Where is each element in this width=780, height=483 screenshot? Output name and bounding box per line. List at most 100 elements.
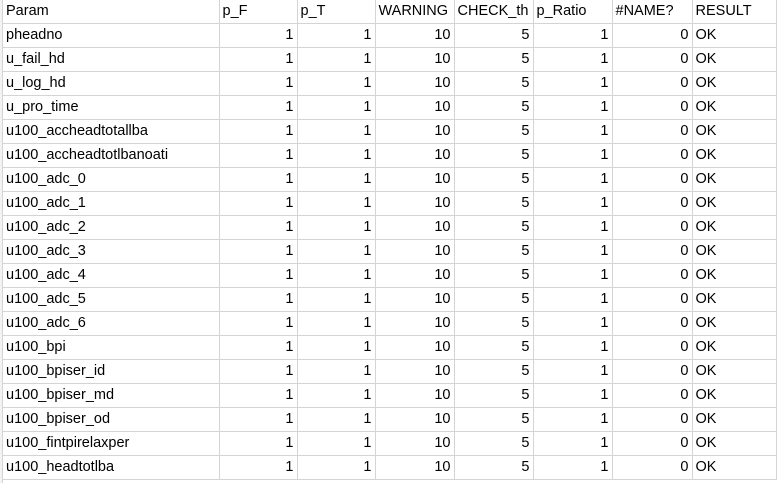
cell-warning[interactable]: 10	[375, 167, 455, 192]
cell-p-t[interactable]: 1	[297, 239, 376, 264]
cell-param[interactable]: u100_fintpirelaxper	[3, 431, 220, 456]
cell-result[interactable]: OK	[692, 431, 777, 456]
cell-p-ratio[interactable]: 1	[533, 119, 613, 144]
cell-p-t[interactable]: 1	[297, 383, 376, 408]
header-cell-result[interactable]: RESULT	[692, 0, 777, 24]
cell-name-error[interactable]: 0	[612, 191, 693, 216]
cell-p-f[interactable]: 1	[219, 143, 298, 168]
cell-param[interactable]: u100_headtotlba	[3, 455, 220, 480]
cell-param[interactable]: u100_adc_0	[3, 167, 220, 192]
cell-result[interactable]: OK	[692, 287, 777, 312]
cell-warning[interactable]: 10	[375, 359, 455, 384]
cell-p-t[interactable]: 1	[297, 311, 376, 336]
cell-warning[interactable]: 10	[375, 455, 455, 480]
header-cell-p-ratio[interactable]: p_Ratio	[533, 0, 613, 24]
cell-warning[interactable]: 10	[375, 287, 455, 312]
cell-p-f[interactable]: 1	[219, 191, 298, 216]
cell-name-error[interactable]: 0	[612, 359, 693, 384]
cell-check-th[interactable]: 5	[454, 119, 534, 144]
cell-p-t[interactable]: 1	[297, 47, 376, 72]
cell-name-error[interactable]: 0	[612, 23, 693, 48]
header-cell-param[interactable]: Param	[3, 0, 220, 24]
cell-warning[interactable]: 10	[375, 215, 455, 240]
cell-p-f[interactable]: 1	[219, 359, 298, 384]
cell-result[interactable]: OK	[692, 47, 777, 72]
cell-name-error[interactable]: 0	[612, 71, 693, 96]
header-cell-p-f[interactable]: p_F	[219, 0, 298, 24]
cell-result[interactable]: OK	[692, 239, 777, 264]
cell-result[interactable]: OK	[692, 383, 777, 408]
cell-p-t[interactable]: 1	[297, 119, 376, 144]
cell-param[interactable]: u_fail_hd	[3, 47, 220, 72]
cell-name-error[interactable]: 0	[612, 263, 693, 288]
cell-result[interactable]: OK	[692, 455, 777, 480]
cell-p-t[interactable]: 1	[297, 23, 376, 48]
cell-name-error[interactable]: 0	[612, 143, 693, 168]
cell-p-t[interactable]: 1	[297, 191, 376, 216]
cell-check-th[interactable]: 5	[454, 383, 534, 408]
cell-check-th[interactable]: 5	[454, 263, 534, 288]
cell-p-ratio[interactable]: 1	[533, 335, 613, 360]
cell-param[interactable]: u100_bpiser_md	[3, 383, 220, 408]
cell-check-th[interactable]: 5	[454, 95, 534, 120]
cell-p-f[interactable]: 1	[219, 23, 298, 48]
cell-name-error[interactable]: 0	[612, 47, 693, 72]
cell-p-ratio[interactable]: 1	[533, 239, 613, 264]
cell-p-f[interactable]: 1	[219, 215, 298, 240]
cell-result[interactable]: OK	[692, 143, 777, 168]
cell-param[interactable]: u100_bpiser_od	[3, 407, 220, 432]
cell-param[interactable]: u100_adc_5	[3, 287, 220, 312]
cell-p-t[interactable]: 1	[297, 407, 376, 432]
cell-param[interactable]: u100_adc_4	[3, 263, 220, 288]
cell-p-f[interactable]: 1	[219, 119, 298, 144]
cell-p-t[interactable]: 1	[297, 359, 376, 384]
cell-check-th[interactable]: 5	[454, 407, 534, 432]
cell-param[interactable]: u100_accheadtotlbanoati	[3, 143, 220, 168]
cell-warning[interactable]: 10	[375, 71, 455, 96]
cell-p-f[interactable]: 1	[219, 287, 298, 312]
cell-result[interactable]: OK	[692, 191, 777, 216]
cell-p-t[interactable]: 1	[297, 287, 376, 312]
cell-name-error[interactable]: 0	[612, 407, 693, 432]
cell-p-f[interactable]: 1	[219, 311, 298, 336]
cell-param[interactable]: u100_accheadtotallba	[3, 119, 220, 144]
cell-name-error[interactable]: 0	[612, 239, 693, 264]
cell-result[interactable]: OK	[692, 215, 777, 240]
cell-warning[interactable]: 10	[375, 263, 455, 288]
cell-check-th[interactable]: 5	[454, 311, 534, 336]
cell-p-ratio[interactable]: 1	[533, 47, 613, 72]
cell-warning[interactable]: 10	[375, 239, 455, 264]
cell-warning[interactable]: 10	[375, 95, 455, 120]
cell-check-th[interactable]: 5	[454, 71, 534, 96]
cell-p-ratio[interactable]: 1	[533, 407, 613, 432]
cell-check-th[interactable]: 5	[454, 167, 534, 192]
cell-check-th[interactable]: 5	[454, 47, 534, 72]
cell-p-ratio[interactable]: 1	[533, 23, 613, 48]
cell-param[interactable]: u_log_hd	[3, 71, 220, 96]
cell-p-t[interactable]: 1	[297, 263, 376, 288]
cell-name-error[interactable]: 0	[612, 335, 693, 360]
cell-p-f[interactable]: 1	[219, 71, 298, 96]
cell-warning[interactable]: 10	[375, 311, 455, 336]
cell-warning[interactable]: 10	[375, 47, 455, 72]
cell-p-f[interactable]: 1	[219, 95, 298, 120]
cell-p-f[interactable]: 1	[219, 431, 298, 456]
cell-p-ratio[interactable]: 1	[533, 191, 613, 216]
cell-check-th[interactable]: 5	[454, 23, 534, 48]
cell-p-ratio[interactable]: 1	[533, 263, 613, 288]
cell-p-ratio[interactable]: 1	[533, 359, 613, 384]
cell-p-t[interactable]: 1	[297, 455, 376, 480]
cell-p-ratio[interactable]: 1	[533, 215, 613, 240]
cell-check-th[interactable]: 5	[454, 215, 534, 240]
cell-warning[interactable]: 10	[375, 407, 455, 432]
cell-name-error[interactable]: 0	[612, 215, 693, 240]
cell-check-th[interactable]: 5	[454, 287, 534, 312]
cell-p-f[interactable]: 1	[219, 383, 298, 408]
cell-name-error[interactable]: 0	[612, 431, 693, 456]
cell-p-f[interactable]: 1	[219, 335, 298, 360]
cell-p-ratio[interactable]: 1	[533, 455, 613, 480]
cell-p-f[interactable]: 1	[219, 407, 298, 432]
cell-warning[interactable]: 10	[375, 431, 455, 456]
cell-param[interactable]: u_pro_time	[3, 95, 220, 120]
cell-param[interactable]: u100_adc_3	[3, 239, 220, 264]
